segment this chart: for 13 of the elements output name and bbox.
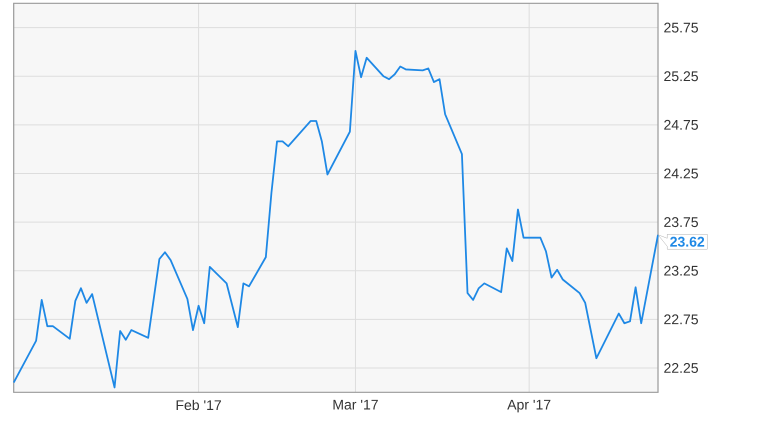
y-tick-label: 23.75: [664, 217, 698, 228]
y-tick-label: 25.75: [664, 22, 698, 33]
y-tick-label: 25.25: [664, 71, 698, 82]
annotation: 23.62: [670, 236, 704, 247]
x-tick-label: Apr '17: [507, 400, 550, 412]
y-tick-label: 24.25: [664, 168, 698, 178]
y-tick-label: 24.75: [664, 120, 698, 130]
y-tick-label: 22.25: [664, 363, 698, 373]
x-tick-label: Mar '17: [333, 400, 378, 410]
line-series: [12, 50, 659, 388]
y-tick-label: 23.25: [664, 266, 698, 276]
y-tick-label: 22.75: [664, 314, 698, 324]
x-tick-label: Feb '17: [176, 400, 221, 410]
